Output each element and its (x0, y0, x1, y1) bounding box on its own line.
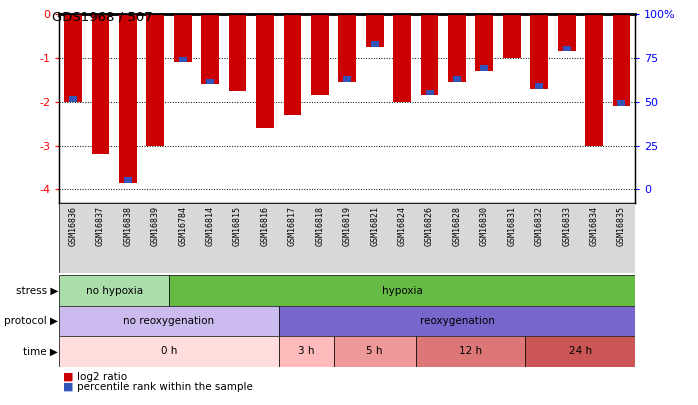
Text: 24 h: 24 h (569, 346, 592, 356)
Text: time ▶: time ▶ (23, 346, 58, 356)
Text: stress ▶: stress ▶ (15, 286, 58, 296)
Bar (229, 14, 246, 91)
Bar (563, 46, 571, 51)
Bar (174, 14, 192, 62)
Bar (585, 14, 603, 145)
Text: GSM16824: GSM16824 (398, 206, 407, 246)
Text: GSM16837: GSM16837 (96, 206, 105, 246)
Text: GSM16831: GSM16831 (507, 206, 517, 246)
Bar (91, 14, 110, 154)
Bar (530, 14, 548, 89)
Text: reoxygenation: reoxygenation (419, 316, 494, 326)
Text: hypoxia: hypoxia (382, 286, 422, 296)
Text: GSM16833: GSM16833 (562, 206, 571, 246)
Text: 12 h: 12 h (459, 346, 482, 356)
Bar (206, 79, 214, 84)
Bar (59, 336, 279, 367)
Text: GSM16835: GSM16835 (617, 206, 626, 246)
Text: GSM16821: GSM16821 (370, 206, 379, 246)
Text: GSM16836: GSM16836 (68, 206, 77, 246)
Text: GSM16784: GSM16784 (178, 206, 187, 246)
Bar (124, 177, 132, 183)
Text: GSM16815: GSM16815 (233, 206, 242, 246)
Text: GDS1968 / 507: GDS1968 / 507 (52, 10, 153, 23)
Bar (201, 14, 219, 84)
Bar (535, 83, 543, 89)
Text: GSM16826: GSM16826 (425, 206, 434, 246)
Text: no hypoxia: no hypoxia (86, 286, 142, 296)
Bar (119, 14, 137, 183)
Bar (343, 77, 351, 82)
Bar (558, 14, 576, 51)
Bar (311, 14, 329, 95)
Text: ■: ■ (63, 382, 73, 392)
Bar (334, 336, 416, 367)
Bar (448, 14, 466, 82)
Bar (613, 14, 630, 106)
Bar (59, 306, 279, 336)
Text: log2 ratio: log2 ratio (77, 372, 127, 382)
Bar (453, 77, 461, 82)
Bar (421, 14, 438, 95)
Text: GSM16830: GSM16830 (480, 206, 489, 246)
Text: GSM16828: GSM16828 (452, 206, 461, 246)
Text: GSM16832: GSM16832 (535, 206, 544, 246)
Bar (279, 336, 334, 367)
Bar (371, 41, 379, 47)
Bar (59, 275, 169, 306)
Text: 3 h: 3 h (298, 346, 314, 356)
Text: GSM16819: GSM16819 (343, 206, 352, 246)
Text: 0 h: 0 h (161, 346, 177, 356)
Bar (339, 14, 356, 82)
Bar (480, 66, 489, 71)
Bar (69, 96, 77, 102)
Bar (59, 202, 635, 273)
Bar (64, 14, 82, 102)
Text: percentile rank within the sample: percentile rank within the sample (77, 382, 253, 392)
Text: GSM16816: GSM16816 (260, 206, 269, 246)
Bar (618, 100, 625, 106)
Text: GSM16834: GSM16834 (590, 206, 599, 246)
Bar (503, 14, 521, 58)
Text: GSM16838: GSM16838 (124, 206, 133, 246)
Text: GSM16818: GSM16818 (315, 206, 325, 246)
Text: GSM16817: GSM16817 (288, 206, 297, 246)
Bar (279, 306, 635, 336)
Bar (366, 14, 384, 47)
Bar (169, 275, 635, 306)
Bar (393, 14, 411, 102)
Bar (426, 90, 433, 95)
Text: GSM16839: GSM16839 (151, 206, 160, 246)
Text: GSM16814: GSM16814 (206, 206, 215, 246)
Text: no reoxygenation: no reoxygenation (124, 316, 214, 326)
Bar (416, 336, 526, 367)
Bar (147, 14, 164, 145)
Bar (475, 14, 493, 71)
Bar (256, 14, 274, 128)
Bar (526, 336, 635, 367)
Text: ■: ■ (63, 372, 73, 382)
Bar (283, 14, 302, 115)
Text: protocol ▶: protocol ▶ (4, 316, 58, 326)
Bar (179, 57, 187, 62)
Text: 5 h: 5 h (366, 346, 383, 356)
